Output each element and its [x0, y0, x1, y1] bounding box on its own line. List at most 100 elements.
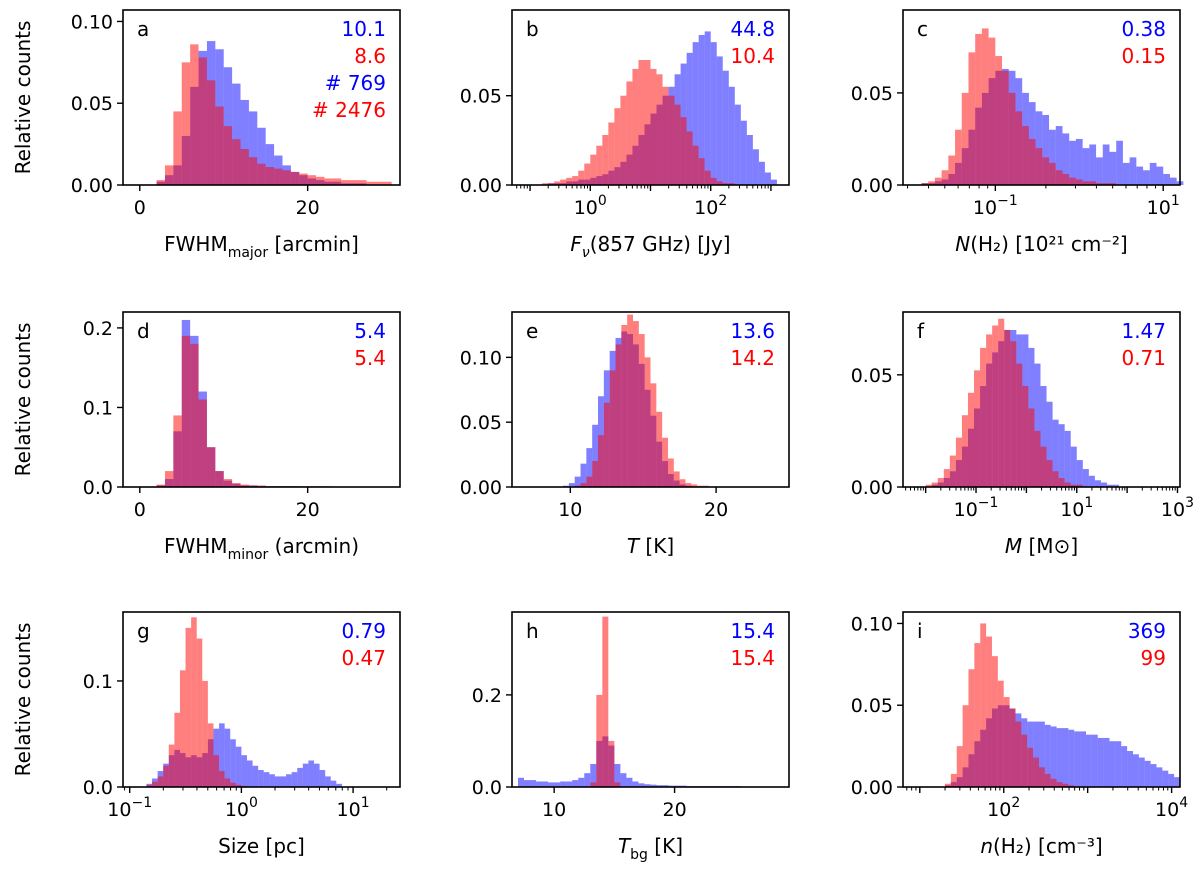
histogram-bar-red — [621, 324, 628, 487]
annotation-red: 15.4 — [730, 646, 775, 670]
histogram-bar-red — [1055, 170, 1063, 185]
histogram-bar-blue — [1075, 138, 1083, 185]
histogram-bar-blue — [1038, 721, 1045, 787]
histogram-bar-blue — [1169, 177, 1177, 185]
histogram-bar-red — [1021, 734, 1028, 787]
histogram-bar-red — [633, 321, 639, 487]
histogram-bar-red — [638, 60, 645, 185]
annotation-red: # 2476 — [312, 98, 386, 122]
histogram-bar-blue — [572, 780, 579, 787]
histogram-bar-blue — [1044, 724, 1051, 787]
histogram-bar-red — [1022, 386, 1029, 487]
y-tick-label: 0.00 — [460, 477, 502, 499]
histogram-bar-blue — [614, 763, 621, 787]
histogram-bar-red — [157, 776, 164, 787]
histogram-bar-red — [596, 145, 603, 185]
histogram-bar-red — [1002, 70, 1009, 185]
histogram-bar-blue — [548, 782, 555, 787]
histogram-bar-red — [240, 149, 249, 185]
histogram-bar-blue — [1103, 737, 1110, 787]
histogram-bar-blue — [722, 70, 729, 185]
histogram-bar-blue — [1122, 162, 1130, 185]
histogram-bar-blue — [330, 780, 337, 787]
x-tick-label: 10 — [558, 499, 582, 521]
histogram-bar-blue — [1138, 757, 1145, 787]
y-tick-label: 0.00 — [851, 175, 893, 197]
histogram-bar-blue — [1127, 751, 1133, 787]
y-axis-label: Relative counts — [11, 623, 35, 777]
histogram-bar-red — [949, 455, 956, 487]
histogram-bar-red — [998, 318, 1005, 487]
histogram-bar-red — [931, 482, 938, 487]
histogram-bars — [921, 28, 1184, 186]
histogram-bar-blue — [1033, 721, 1039, 787]
histogram-bar-blue — [265, 144, 275, 185]
histogram-bar-red — [704, 170, 711, 185]
annotation-red: 0.15 — [1121, 44, 1166, 68]
histogram-bar-red — [627, 314, 634, 487]
histogram-bar-red — [685, 483, 692, 487]
panel-b: 0.00 0.05 100 102 b 44.8 10.4 Fν(857 GHz) [Jy] — [460, 9, 790, 261]
histogram-bar-red — [638, 334, 645, 487]
histogram-bar-red — [590, 782, 597, 787]
histogram-bar-red — [181, 335, 191, 487]
histogram-bar-blue — [1150, 764, 1157, 787]
histogram-bar-blue — [542, 781, 549, 787]
histogram-bar-red — [968, 669, 975, 787]
histogram-bar-blue — [1062, 728, 1069, 787]
histogram-bar-blue — [1034, 363, 1041, 487]
histogram-bar-red — [1028, 408, 1035, 487]
y-tick-label: 0.10 — [460, 347, 502, 369]
histogram-bar-red — [997, 680, 1004, 787]
histogram-bar-blue — [1113, 484, 1120, 487]
histogram-bar-red — [1062, 783, 1069, 787]
y-tick-label: 0.00 — [460, 175, 502, 197]
panel-h: 0.0 0.2 10 20 h 15.4 15.4 Tbg [K] — [472, 611, 790, 863]
histogram-bar-red — [1009, 708, 1016, 787]
histogram-bar-red — [156, 180, 165, 185]
histogram-bar-red — [215, 471, 224, 487]
panel-a: 0.00 0.05 0.10 0 20 a 10.1 8.6 # 769 # 2476 FWHMma… — [11, 9, 401, 261]
histogram-bar-red — [341, 180, 350, 185]
histogram-bar-red — [1070, 484, 1077, 487]
x-axis-label: FWHMmajor [arcmin] — [164, 232, 359, 261]
x-tick-label: 10−1 — [954, 495, 999, 521]
histogram-bar-red — [650, 68, 657, 185]
histogram-bar-red — [1062, 173, 1070, 185]
histogram-bar-red — [230, 782, 236, 787]
histogram-bar-red — [975, 33, 982, 185]
histogram-bar-blue — [1149, 162, 1157, 185]
histogram-bar-blue — [1042, 115, 1050, 185]
histogram-bar-red — [163, 765, 169, 787]
histogram-bar-blue — [246, 760, 253, 787]
histogram-bar-blue — [1121, 746, 1128, 787]
annotation-blue: 15.4 — [730, 619, 775, 643]
y-tick-label: 0.00 — [71, 175, 113, 197]
histogram-bar-red — [680, 117, 687, 185]
histogram-bar-red — [566, 177, 573, 185]
histogram-bar-blue — [728, 86, 735, 185]
panel-e: 0.00 0.05 0.10 10 20 e 13.6 14.2 T [K] — [460, 311, 790, 558]
panel-letter: i — [917, 619, 923, 643]
histogram-bar-red — [190, 343, 199, 487]
histogram-bar-blue — [698, 35, 705, 185]
panel-letter: g — [137, 619, 150, 643]
histogram-bar-red — [620, 95, 627, 185]
x-axis-label: T [K] — [627, 534, 674, 558]
x-tick-label: 10 — [542, 799, 566, 821]
histogram-bar-red — [196, 638, 203, 787]
histogram-bars — [156, 41, 392, 186]
histogram-bar-red — [980, 623, 987, 787]
histogram-bar-blue — [1062, 133, 1070, 185]
histogram-bar-red — [198, 399, 207, 487]
x-tick-label: 101 — [337, 795, 370, 821]
x-tick-label: 100 — [225, 795, 258, 821]
histogram-bar-blue — [1050, 726, 1057, 787]
histogram-bar-red — [307, 175, 317, 185]
y-tick-label: 0.00 — [851, 777, 893, 799]
y-tick-label: 0.0 — [83, 477, 113, 499]
histogram-bar-red — [944, 783, 951, 787]
histogram-bar-red — [324, 178, 333, 185]
histogram-bar-red — [722, 183, 729, 185]
